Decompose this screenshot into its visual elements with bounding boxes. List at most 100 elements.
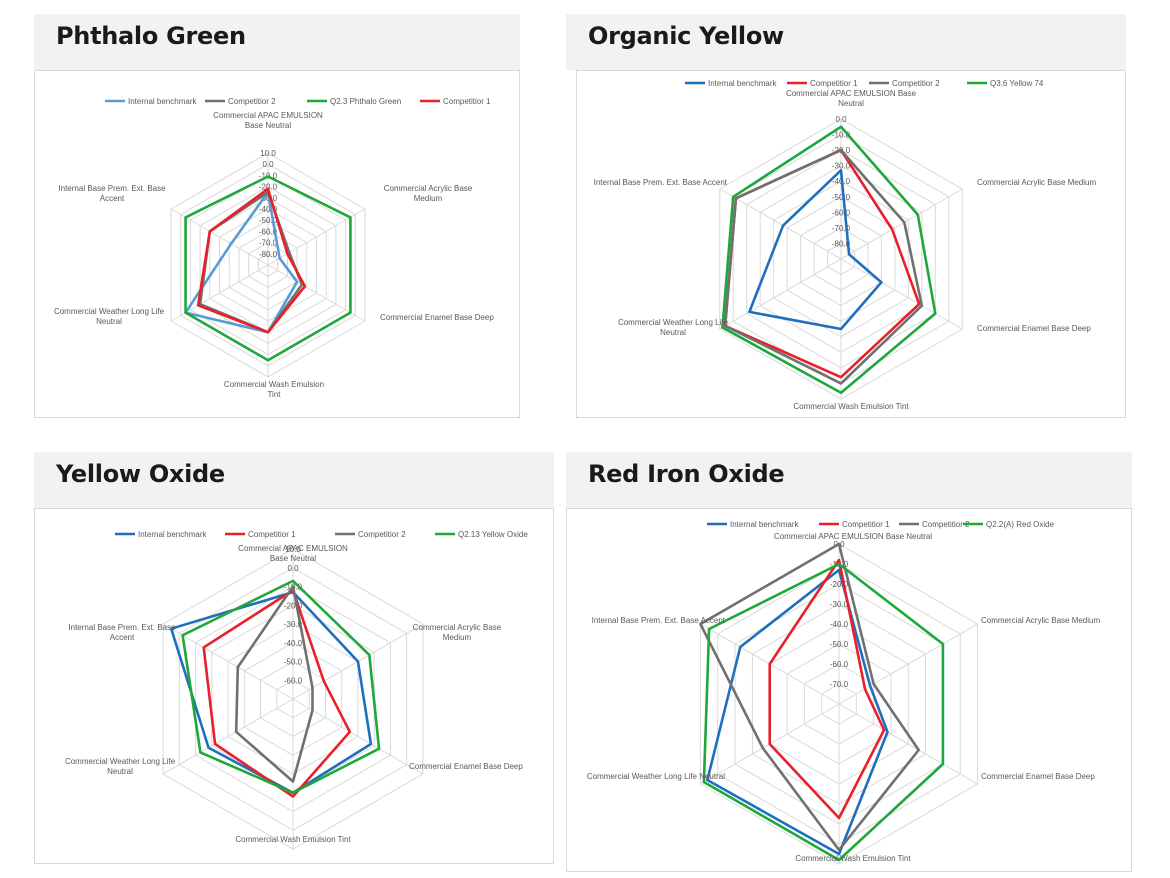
legend-label: Internal benchmark (128, 97, 197, 106)
axis-label: Commercial Enamel Base Deep (409, 762, 523, 771)
tick-label: -50.0 (832, 193, 851, 202)
axis-label: Commercial APAC EMULSION Base Neutral (238, 544, 348, 563)
axis-label: Commercial APAC EMULSION Base Neutral (786, 89, 917, 108)
tick-label: -30.0 (284, 620, 303, 629)
axis-label: Commercial Wash Emulsion Tint (793, 402, 909, 411)
axis-label: Internal Base Prem. Ext. Base Accent (58, 184, 166, 203)
axis-label: Commercial Weather Long Life Neutral (587, 772, 725, 781)
grid-spoke (838, 703, 978, 785)
legend-label: Q2.2(A) Red Oxide (986, 520, 1055, 529)
tick-label: -60.0 (832, 208, 851, 217)
series-line (768, 558, 886, 820)
grid-spoke (292, 698, 424, 775)
grid-spoke (267, 208, 366, 266)
tick-label: -60.0 (284, 676, 303, 685)
radar-chart-svg: 10.00.0-10.0-20.0-30.0-40.0-50.0-60.0Com… (65, 530, 528, 850)
series-line (748, 169, 883, 331)
axis-label: Commercial APAC EMULSION Base Neutral (774, 532, 932, 541)
series-line (196, 187, 307, 334)
axis-label: Commercial Enamel Base Deep (380, 313, 494, 322)
radar-chart-organic-yellow: 0.0 -10.0 -20.0 -30.0 -40.0 -50.0 -60.0 -70.0 -8… (576, 70, 1126, 418)
axis-label: Commercial Acrylic Base Medium (384, 184, 473, 203)
radar-chart-svg: 10.00.0-10.0-20.0-30.0-40.0-50.0-60.0-70… (54, 97, 494, 399)
series-line (234, 585, 314, 783)
grid-spoke (162, 698, 294, 775)
axis-label: Commercial Acrylic Base Medium (977, 178, 1096, 187)
tick-label: -40.0 (284, 639, 303, 648)
panel-title: Red Iron Oxide (588, 460, 785, 488)
tick-label: -70.0 (259, 239, 278, 248)
tick-label: 0.0 (287, 564, 299, 573)
series-line (181, 579, 381, 795)
tick-label: -40.0 (259, 205, 278, 214)
axis-label: Commercial Wash Emulsion Tint (235, 835, 351, 844)
radar-chart-red-iron-oxide: 0.0 -10.0 -20.0 -30.0 -40.0 -50.0 -60.0 -70.0 Co… (566, 508, 1132, 872)
axis-label: Commercial APAC EMULSION Base Neutral (213, 111, 323, 130)
axis-label: Commercial Wash Emulsion Tint (795, 854, 911, 863)
legend-label: Internal benchmark (138, 530, 207, 539)
tick-label: -80.0 (259, 250, 278, 259)
tick-label: -10.0 (832, 131, 851, 140)
legend-label: Competitior 1 (443, 97, 491, 106)
series-line (721, 125, 937, 395)
tick-label: -50.0 (259, 216, 278, 225)
tick-label: 0.0 (262, 160, 274, 169)
tick-label: -70.0 (830, 680, 849, 689)
panel-banner-phthalo-green: Phthalo Green (34, 14, 520, 70)
axis-label: Commercial Enamel Base Deep (981, 772, 1095, 781)
tick-label: -20.0 (259, 183, 278, 192)
tick-label: 10.0 (285, 545, 301, 554)
axis-label: Commercial Acrylic Base Medium (413, 623, 502, 642)
panel-banner-yellow-oxide: Yellow Oxide (34, 452, 554, 508)
radar-chart-phthalo-green: 10.0 0.0 -10.0 -20.0 -30.0 -40.0 -50.0 -60.0 -70… (34, 70, 520, 418)
panel-banner-red-iron-oxide: Red Iron Oxide (566, 452, 1132, 508)
radar-chart-yellow-oxide: 10.0 0.0 -10.0 -20.0 -30.0 -40.0 -50.0 -60.0 Com… (34, 508, 554, 864)
axis-label: Internal Base Prem. Ext. Base Accent (68, 623, 176, 642)
panel-title: Phthalo Green (56, 22, 246, 50)
axis-label: Commercial Weather Long Life Neutral (618, 318, 729, 337)
axis-label: Commercial Enamel Base Deep (977, 324, 1091, 333)
tick-label: -20.0 (830, 580, 849, 589)
tick-label: -20.0 (284, 601, 303, 610)
legend-label: Q3.6 Yellow 74 (990, 79, 1044, 88)
tick-label: -70.0 (832, 224, 851, 233)
tick-label: 10.0 (260, 149, 276, 158)
grid-spoke (170, 208, 269, 266)
legend-label: Competitior 1 (810, 79, 858, 88)
legend-label: Competitior 2 (922, 520, 970, 529)
tick-label: 0.0 (835, 115, 847, 124)
legend-label: Competitior 1 (842, 520, 890, 529)
series-line (702, 562, 945, 862)
tick-label: -30.0 (830, 600, 849, 609)
radar-chart-svg: 0.0-10.0-20.0-30.0-40.0-50.0-60.0-70.0-8… (594, 79, 1097, 411)
grid-spoke (719, 188, 842, 260)
panel-banner-organic-yellow: Organic Yellow (566, 14, 1126, 70)
legend-label: Q2.13 Yellow Oxide (458, 530, 528, 539)
grid-spoke (162, 623, 294, 700)
tick-label: -80.0 (832, 239, 851, 248)
legend-label: Competitior 2 (892, 79, 940, 88)
tick-label: -50.0 (284, 658, 303, 667)
legend-label: Competitior 1 (248, 530, 296, 539)
series-line (202, 588, 352, 798)
legend-label: Internal benchmark (708, 79, 777, 88)
tick-label: -40.0 (830, 620, 849, 629)
legend-label: Q2.3 Phthalo Green (330, 97, 401, 106)
tick-label: -60.0 (830, 660, 849, 669)
series-line (723, 148, 924, 385)
series-line (706, 568, 889, 856)
grid-spoke (719, 258, 842, 330)
panel-title: Yellow Oxide (56, 460, 225, 488)
panel-title: Organic Yellow (588, 22, 784, 50)
axis-label: Commercial Weather Long Life Neutral (65, 757, 176, 776)
axis-label: Internal Base Prem. Ext. Base Accent (592, 616, 726, 625)
grid-spoke (840, 258, 963, 330)
grid-spoke (267, 264, 366, 322)
tick-label: -50.0 (830, 640, 849, 649)
axis-label: Internal Base Prem. Ext. Base Accent (594, 178, 728, 187)
tick-label: -60.0 (259, 227, 278, 236)
axis-label: Commercial Weather Long Life Neutral (54, 307, 165, 326)
legend-label: Competitior 2 (228, 97, 276, 106)
series-line (184, 175, 352, 362)
legend-label: Internal benchmark (730, 520, 799, 529)
